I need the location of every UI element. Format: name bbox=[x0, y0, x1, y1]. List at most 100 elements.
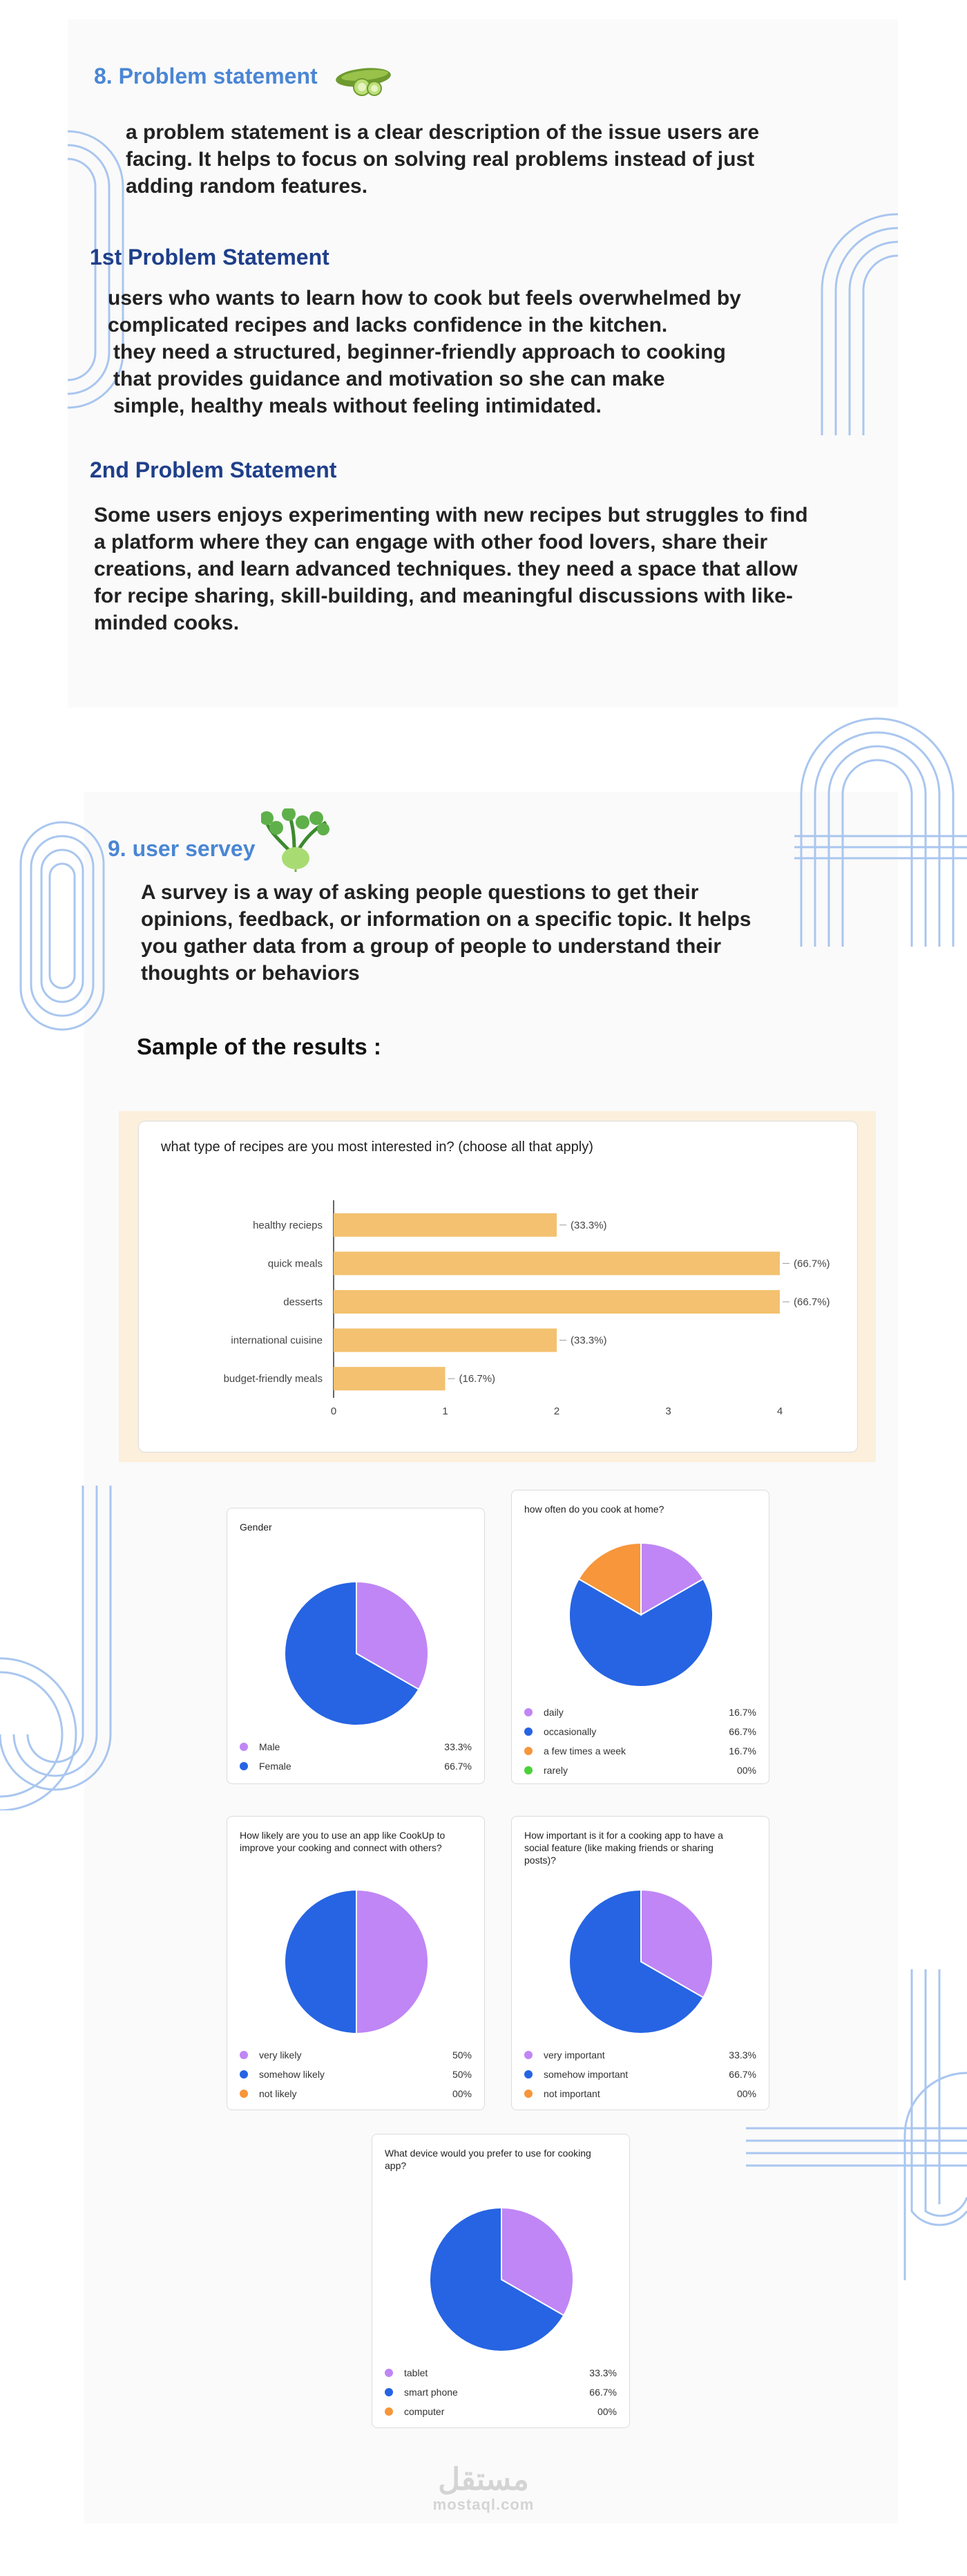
pie-chart bbox=[429, 2206, 574, 2352]
legend-item: rarely 00% bbox=[524, 1764, 756, 1777]
legend-label: computer bbox=[404, 2406, 445, 2417]
radish-icon bbox=[261, 808, 329, 872]
legend-value: 66.7% bbox=[729, 2069, 756, 2080]
section-9-title: 9. user servey bbox=[108, 836, 256, 861]
bar-chart-title: what type of recipes are you most intere… bbox=[161, 1139, 593, 1155]
legend-value: 33.3% bbox=[729, 2049, 756, 2061]
pie-slice bbox=[429, 2206, 565, 2352]
survey-intro-line: thoughts or behaviors bbox=[141, 962, 360, 985]
legend-value: 50% bbox=[452, 2049, 472, 2061]
legend-swatch bbox=[385, 2388, 393, 2396]
legend-item: smart phone 66.7% bbox=[385, 2386, 617, 2398]
app-likelihood-pie-card: How likely are you to use an app like Co… bbox=[227, 1816, 485, 2110]
mostaql-logo: مستقل mostaql.com bbox=[414, 2464, 553, 2514]
data-label: (66.7%) bbox=[794, 1296, 830, 1308]
legend-label: rarely bbox=[544, 1765, 568, 1776]
legend-swatch bbox=[524, 1766, 533, 1774]
legend-value: 66.7% bbox=[589, 2387, 617, 2398]
ps1-line: simple, healthy meals without feeling in… bbox=[113, 395, 602, 417]
decorative-arcs-left-mid bbox=[19, 821, 105, 1031]
legend-item: daily 16.7% bbox=[524, 1706, 756, 1718]
ps2-line: Some users enjoys experimenting with new… bbox=[94, 504, 808, 527]
decorative-arcs-left-low bbox=[0, 1486, 112, 1810]
pie-chart-title: How important is it for a cooking app to… bbox=[524, 1830, 723, 1866]
legend-swatch bbox=[524, 1708, 533, 1716]
ps1-line: they need a structured, beginner-friendl… bbox=[113, 341, 726, 363]
ps2-line: creations, and learn advanced techniques… bbox=[94, 558, 798, 580]
category-label: budget-friendly meals bbox=[224, 1373, 323, 1385]
gender-pie-card: Gender Male 33.3% Female 66.7% bbox=[227, 1508, 485, 1784]
legend-label: tablet bbox=[404, 2367, 428, 2378]
data-label: (16.7%) bbox=[459, 1373, 496, 1385]
problem-statement-2-title: 2nd Problem Statement bbox=[90, 457, 337, 482]
x-tick-label: 0 bbox=[331, 1405, 336, 1417]
x-tick-label: 4 bbox=[777, 1405, 783, 1417]
social-feature-pie-card: How important is it for a cooking app to… bbox=[511, 1816, 769, 2110]
legend-label: a few times a week bbox=[544, 1745, 626, 1756]
pie-slice bbox=[356, 1580, 429, 1691]
logo-arabic: مستقل bbox=[438, 2463, 529, 2497]
legend-value: 66.7% bbox=[729, 1726, 756, 1737]
ps1-line: that provides guidance and motivation so… bbox=[113, 368, 665, 390]
pie-chart bbox=[568, 1542, 714, 1687]
legend-swatch bbox=[524, 2070, 533, 2078]
legend-swatch bbox=[385, 2407, 393, 2416]
legend-item: very important 33.3% bbox=[524, 2049, 756, 2061]
pie-slice bbox=[284, 1888, 357, 2035]
bar bbox=[334, 1328, 557, 1352]
category-label: desserts bbox=[283, 1296, 323, 1308]
pie-slice bbox=[640, 1888, 714, 1999]
category-label: healthy recieps bbox=[253, 1220, 323, 1231]
pie-chart-title: What device would you prefer to use for … bbox=[385, 2148, 591, 2171]
data-label: (33.3%) bbox=[571, 1335, 607, 1347]
bar bbox=[334, 1251, 780, 1276]
x-tick-label: 3 bbox=[665, 1405, 671, 1417]
pie-slice bbox=[640, 1542, 705, 1616]
legend-value: 16.7% bbox=[729, 1745, 756, 1756]
pie-slice bbox=[568, 1578, 714, 1687]
legend-value: 00% bbox=[597, 2406, 617, 2417]
results-heading: Sample of the results : bbox=[137, 1034, 381, 1059]
problem-statement-2-text: Some users enjoys experimenting with new… bbox=[94, 502, 808, 636]
decorative-arcs-left-top bbox=[68, 130, 124, 409]
survey-intro: A survey is a way of asking people quest… bbox=[141, 879, 751, 987]
ps1-line: users who wants to learn how to cook but… bbox=[108, 287, 741, 310]
legend-swatch bbox=[240, 1743, 248, 1751]
legend-value: 66.7% bbox=[444, 1761, 472, 1772]
problem-intro-line: facing. It helps to focus on solving rea… bbox=[126, 148, 755, 171]
bar-chart-card: what type of recipes are you most intere… bbox=[138, 1121, 858, 1452]
legend-value: 00% bbox=[452, 2088, 472, 2099]
decorative-arcs-right-top bbox=[821, 213, 898, 435]
legend-swatch bbox=[240, 2090, 248, 2098]
pie-chart-title: how often do you cook at home? bbox=[524, 1504, 664, 1515]
data-label: (66.7%) bbox=[794, 1258, 830, 1269]
legend-value: 33.3% bbox=[589, 2367, 617, 2378]
ps2-line: for recipe sharing, skill-building, and … bbox=[94, 585, 793, 607]
legend-swatch bbox=[240, 2051, 248, 2059]
pie-chart bbox=[284, 1888, 429, 2035]
pie-chart-title: Gender bbox=[240, 1522, 272, 1533]
problem-statement-panel bbox=[68, 19, 898, 708]
legend-label: somehow likely bbox=[259, 2069, 325, 2080]
pie-chart-title: How likely are you to use an app like Co… bbox=[240, 1830, 446, 1853]
legend-item: Female 66.7% bbox=[240, 1760, 472, 1772]
cooking-frequency-pie-card: how often do you cook at home? daily 16.7%… bbox=[511, 1490, 769, 1784]
legend-label: very likely bbox=[259, 2049, 302, 2061]
legend-label: daily bbox=[544, 1707, 564, 1718]
legend-item: not important 00% bbox=[524, 2087, 756, 2100]
legend-label: Female bbox=[259, 1761, 291, 1772]
ps2-line: minded cooks. bbox=[94, 612, 240, 634]
legend-item: somehow likely 50% bbox=[240, 2068, 472, 2081]
legend-item: computer 00% bbox=[385, 2405, 617, 2418]
pie-slice bbox=[501, 2206, 574, 2317]
survey-intro-line: you gather data from a group of people t… bbox=[141, 935, 722, 958]
legend-value: 16.7% bbox=[729, 1707, 756, 1718]
legend-item: a few times a week 16.7% bbox=[524, 1745, 756, 1757]
legend-swatch bbox=[524, 1747, 533, 1755]
legend-item: somehow important 66.7% bbox=[524, 2068, 756, 2081]
problem-intro: a problem statement is a clear descripti… bbox=[126, 119, 759, 200]
legend-label: not likely bbox=[259, 2088, 297, 2099]
category-label: international cuisine bbox=[231, 1335, 323, 1347]
x-tick-label: 1 bbox=[442, 1405, 448, 1417]
legend-swatch bbox=[385, 2369, 393, 2377]
